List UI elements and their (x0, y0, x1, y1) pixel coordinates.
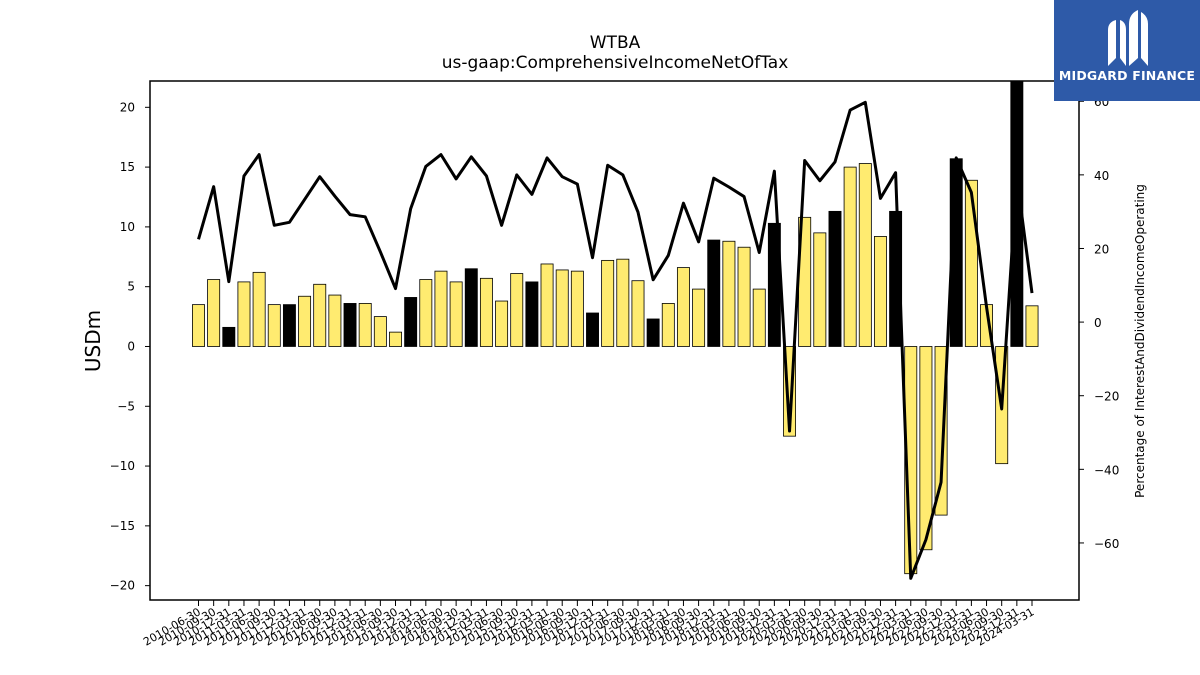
bar (555, 269, 569, 347)
bar (586, 312, 599, 347)
bar (495, 300, 509, 347)
bar (828, 210, 842, 347)
bar (676, 267, 690, 347)
bar (282, 304, 296, 347)
bar (631, 280, 645, 347)
chart-subtitle: us-gaap:ComprehensiveIncomeNetOfTax (442, 53, 789, 73)
y-tick-label: 20 (120, 100, 135, 114)
bar (207, 279, 221, 347)
midgard-finance-logo: MIDGARD FINANCE (1054, 0, 1200, 101)
bar (404, 297, 418, 347)
bar (358, 303, 372, 347)
bar (692, 288, 706, 347)
bar (525, 281, 539, 347)
midgard-logo-icon (1108, 10, 1148, 66)
bar (616, 258, 630, 347)
bar (1025, 305, 1039, 347)
bar (843, 166, 857, 347)
bar (298, 295, 312, 347)
y-tick-label: −10 (110, 459, 135, 473)
y2-tick-label: 40 (1094, 169, 1109, 183)
bar (267, 304, 281, 347)
bar (540, 263, 554, 347)
bar (328, 294, 342, 347)
bar (813, 232, 827, 347)
bar-series (192, 80, 1039, 575)
y-axis-label: USDm (81, 310, 105, 372)
bar (737, 246, 751, 347)
left-axis-ticks: −20 −15 −10 −5 0 5 10 15 20 (110, 100, 150, 593)
bar (222, 326, 236, 347)
y-tick-label: 5 (127, 280, 135, 294)
y-tick-label: −15 (110, 519, 135, 533)
bar (601, 259, 615, 347)
bar (722, 240, 736, 347)
bar (237, 281, 251, 347)
y-tick-label: 10 (120, 220, 135, 234)
percentage-line (197, 100, 1034, 580)
bar (343, 303, 357, 347)
bar (873, 236, 887, 347)
bar (964, 179, 978, 347)
y2-tick-label: −60 (1094, 537, 1119, 551)
bar (858, 163, 872, 347)
y-tick-label: −20 (110, 579, 135, 593)
y2-tick-label: 0 (1094, 316, 1102, 330)
bar (373, 316, 387, 347)
bar (570, 270, 584, 347)
x-axis-ticks: 2010-06-302010-09-302010-12-312011-03-31… (141, 600, 1037, 649)
y2-axis-label: Percentage of InterestAndDividendIncomeO… (1133, 184, 1147, 498)
bar (479, 277, 493, 347)
bar (464, 268, 478, 347)
bar (449, 281, 463, 347)
bar (434, 270, 448, 347)
chart-title: WTBA (590, 33, 641, 53)
bar (510, 273, 524, 347)
bar (707, 239, 721, 347)
plot-frame (149, 80, 1080, 601)
bar (389, 331, 402, 347)
y-tick-label: −5 (117, 399, 135, 413)
bar (919, 346, 933, 551)
bar (252, 271, 266, 347)
y2-tick-label: −40 (1094, 463, 1119, 477)
bar (313, 283, 327, 347)
bar (419, 279, 433, 347)
bar (646, 318, 660, 347)
y2-tick-label: 20 (1094, 242, 1109, 256)
y-tick-label: 0 (127, 339, 135, 353)
bar (192, 304, 205, 347)
bar (752, 288, 766, 347)
y2-tick-label: −20 (1094, 390, 1119, 404)
bar (661, 303, 675, 347)
y-tick-label: 15 (120, 160, 135, 174)
logo-text: MIDGARD FINANCE (1058, 68, 1196, 83)
